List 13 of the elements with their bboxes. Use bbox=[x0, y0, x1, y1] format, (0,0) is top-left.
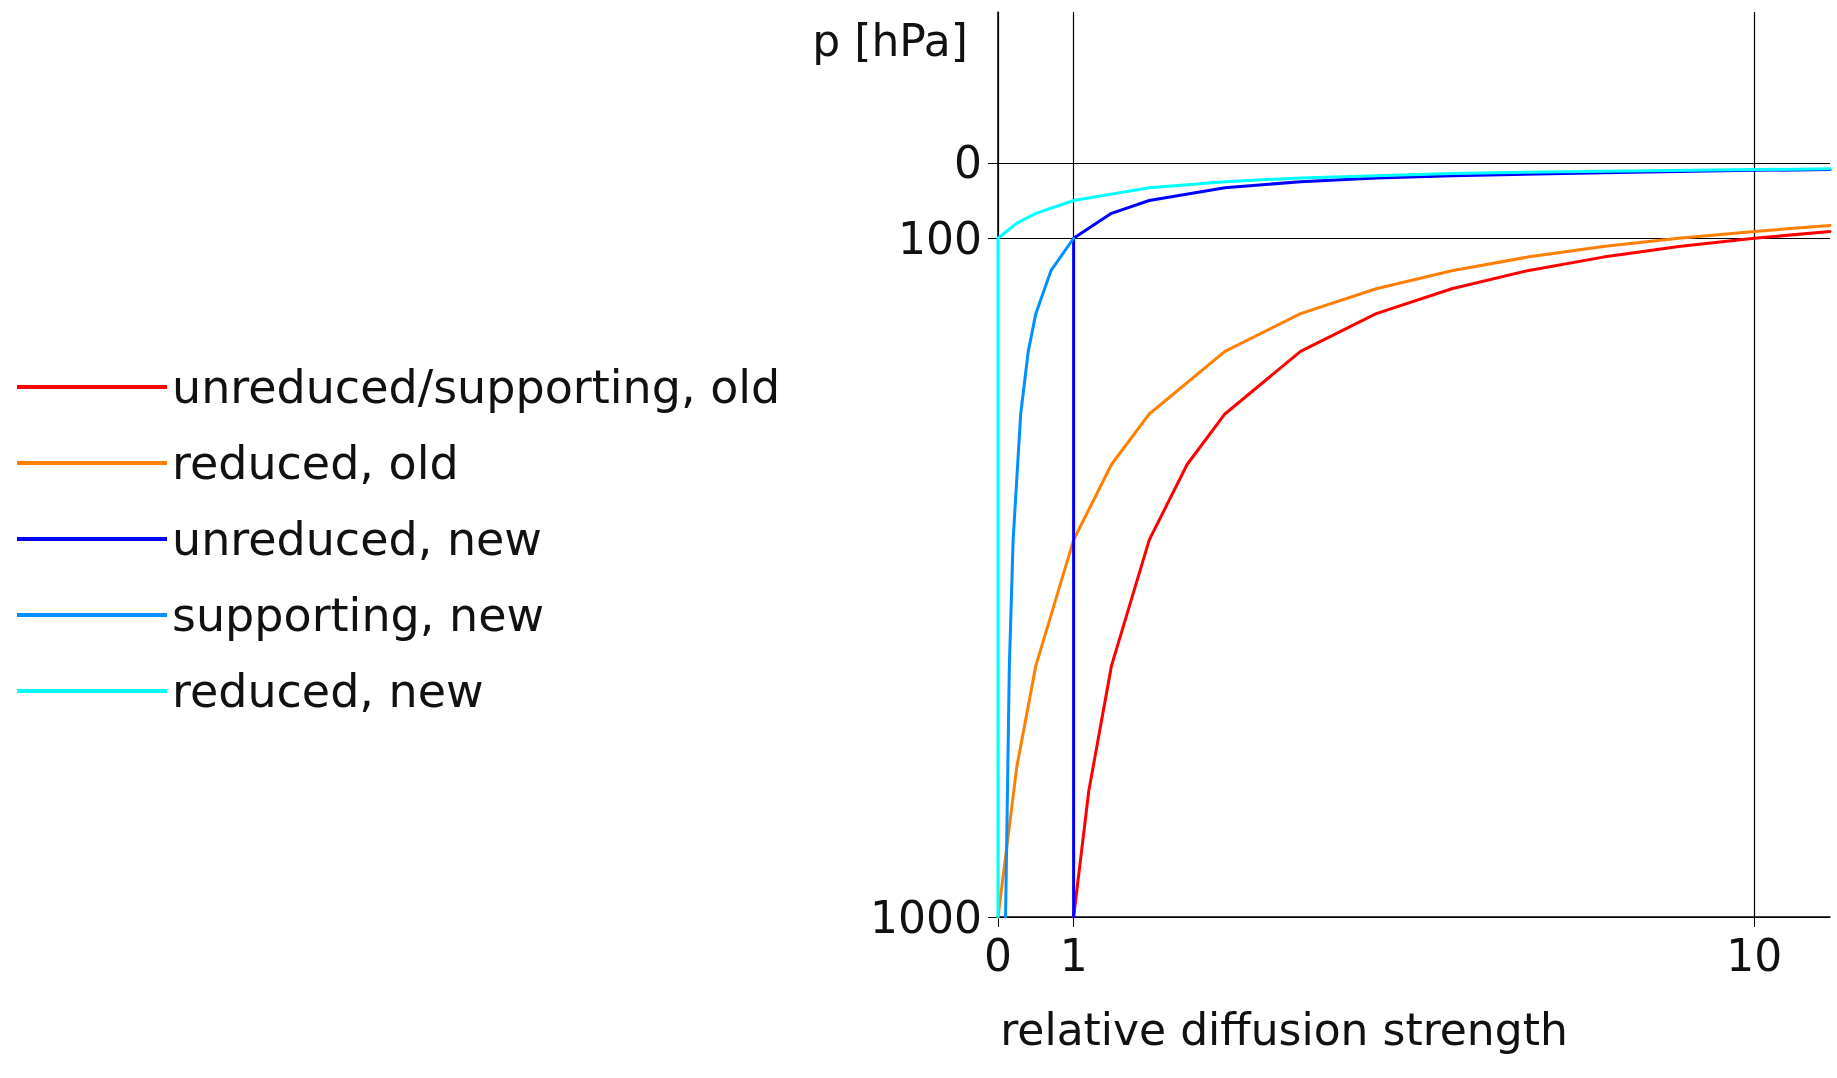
y-tick-label: 100 bbox=[898, 212, 982, 264]
y-tick-label: 1000 bbox=[870, 891, 982, 943]
legend-label: supporting, new bbox=[172, 588, 545, 642]
y-axis-title: p [hPa] bbox=[812, 14, 968, 66]
x-tick-label: 10 bbox=[1726, 929, 1783, 981]
x-axis-title: relative diffusion strength bbox=[1000, 1003, 1568, 1055]
y-tick-label: 0 bbox=[954, 137, 982, 189]
legend-label: unreduced, new bbox=[172, 512, 542, 566]
legend-label: reduced, new bbox=[172, 664, 484, 718]
line-series bbox=[1004, 236, 1076, 919]
legend-label: unreduced/supporting, old bbox=[172, 360, 781, 414]
legend-label: reduced, old bbox=[172, 436, 459, 490]
x-tick-label: 1 bbox=[1059, 929, 1088, 981]
